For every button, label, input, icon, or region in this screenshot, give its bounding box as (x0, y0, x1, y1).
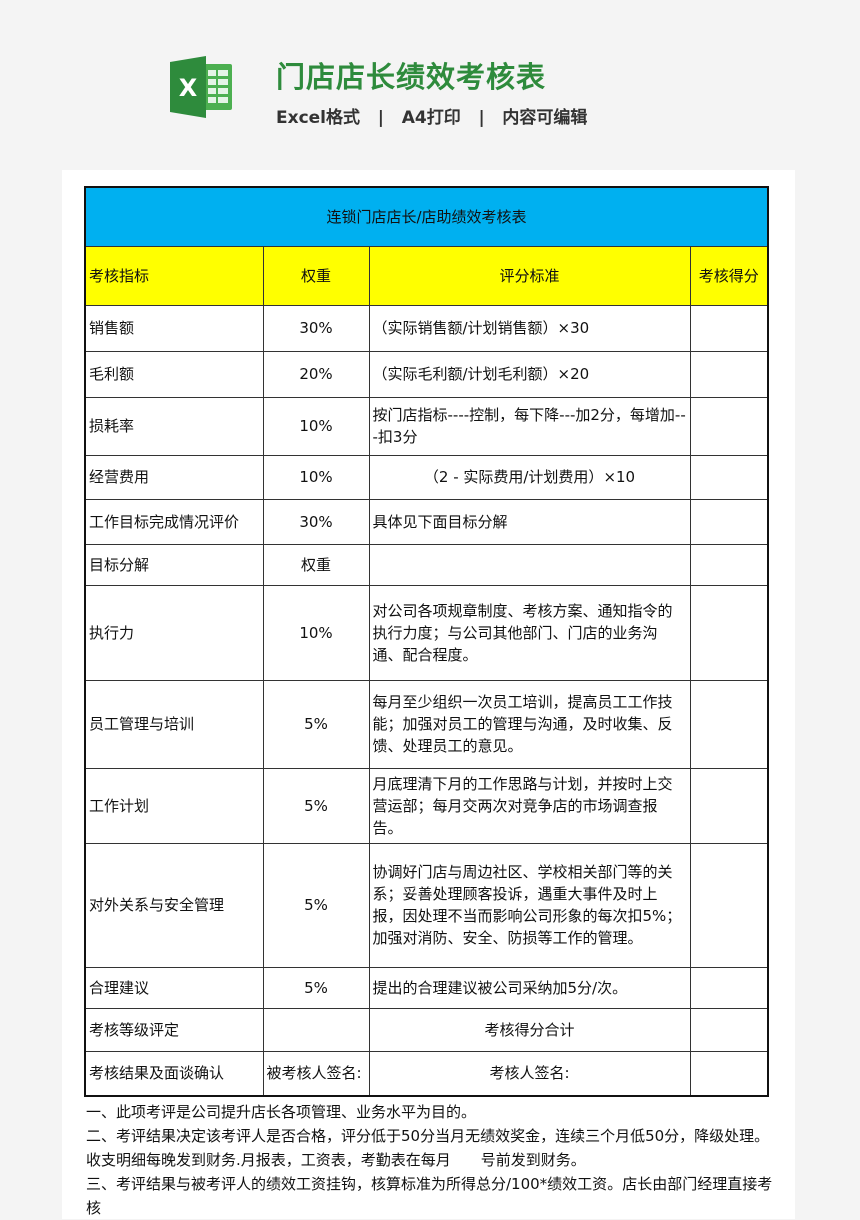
total-value[interactable] (689, 1007, 769, 1052)
notes: 一、此项考评是公司提升店长各项管理、业务水平为目的。 二、考评结果决定该考评人是… (86, 1100, 776, 1220)
excel-icon: X (170, 56, 232, 118)
table-row: 工作目标完成情况评价 30% 具体见下面目标分解 (84, 498, 769, 545)
criteria-cell: （实际销售额/计划销售额）×30 (368, 304, 691, 352)
weight-cell: 5% (262, 842, 370, 968)
score-cell[interactable] (689, 454, 769, 500)
criteria-cell: 每月至少组织一次员工培训，提高员工工作技能；加强对员工的管理与沟通，及时收集、反… (368, 679, 691, 769)
column-header: 权重 (262, 245, 370, 306)
metric-cell: 工作目标完成情况评价 (84, 498, 264, 545)
score-cell[interactable] (689, 350, 769, 398)
signature-extra[interactable] (689, 1050, 769, 1097)
score-cell[interactable] (689, 396, 769, 456)
table-row: 考核等级评定 考核得分合计 (84, 1007, 769, 1052)
criteria-cell: 协调好门店与周边社区、学校相关部门等的关系；妥善处理顾客投诉，遇重大事件及时上报… (368, 842, 691, 968)
weight-cell: 10% (262, 454, 370, 500)
table-title: 连锁门店店长/店助绩效考核表 (84, 186, 769, 247)
assessment-table: 连锁门店店长/店助绩效考核表 考核指标 权重 评分标准 考核得分 销售额 30% （… (84, 186, 769, 1097)
score-cell[interactable] (689, 842, 769, 968)
metric-cell: 执行力 (84, 584, 264, 681)
grade-label: 考核等级评定 (84, 1007, 264, 1052)
page-title: 门店店长绩效考核表 (276, 60, 547, 94)
table-row: 考核结果及面谈确认 被考核人签名: 考核人签名: (84, 1050, 769, 1097)
table-row: 合理建议 5% 提出的合理建议被公司采纳加5分/次。 (84, 966, 769, 1009)
score-cell[interactable] (689, 498, 769, 545)
confirm-label: 考核结果及面谈确认 (84, 1050, 264, 1097)
score-cell[interactable] (689, 584, 769, 681)
weight-cell: 5% (262, 767, 370, 844)
table-row: 损耗率 10% 按门店指标----控制，每下降---加2分，每增加---扣3分 (84, 396, 769, 456)
note-item: 二、考评结果决定该考评人是否合格，评分低于50分当月无绩效奖金，连续三个月低50… (86, 1127, 770, 1169)
score-cell[interactable] (689, 767, 769, 844)
column-header: 考核得分 (689, 245, 769, 306)
weight-cell: 10% (262, 396, 370, 456)
criteria-cell: 月底理清下月的工作思路与计划，并按时上交营运部；每月交两次对竞争店的市场调查报告… (368, 767, 691, 844)
total-label: 考核得分合计 (368, 1007, 691, 1052)
criteria-cell: 具体见下面目标分解 (368, 498, 691, 545)
weight-cell: 30% (262, 304, 370, 352)
weight-cell: 10% (262, 584, 370, 681)
criteria-cell: 按门店指标----控制，每下降---加2分，每增加---扣3分 (368, 396, 691, 456)
weight-cell: 20% (262, 350, 370, 398)
page-subtitle: Excel格式 | A4打印 | 内容可编辑 (276, 108, 588, 128)
score-cell[interactable] (689, 679, 769, 769)
table-row: 经营费用 10% （2 - 实际费用/计划费用）×10 (84, 454, 769, 500)
table-row: 目标分解 权重 (84, 543, 769, 586)
table-row: 执行力 10% 对公司各项规章制度、考核方案、通知指令的执行力度；与公司其他部门、门… (84, 584, 769, 681)
metric-cell: 销售额 (84, 304, 264, 352)
criteria-cell: （实际毛利额/计划毛利额）×20 (368, 350, 691, 398)
weight-cell: 30% (262, 498, 370, 545)
weight-cell: 权重 (262, 543, 370, 586)
weight-cell: 5% (262, 679, 370, 769)
metric-cell: 损耗率 (84, 396, 264, 456)
assessee-signature[interactable]: 被考核人签名: (262, 1050, 370, 1097)
criteria-cell: （2 - 实际费用/计划费用）×10 (368, 454, 691, 500)
metric-cell: 工作计划 (84, 767, 264, 844)
metric-cell: 对外关系与安全管理 (84, 842, 264, 968)
criteria-cell (368, 543, 691, 586)
note-item: 三、考评结果与被考评人的绩效工资挂钩，核算标准为所得总分/100*绩效工资。店长… (86, 1175, 773, 1217)
metric-cell: 经营费用 (84, 454, 264, 500)
table-row: 对外关系与安全管理 5% 协调好门店与周边社区、学校相关部门等的关系；妥善处理顾客投… (84, 842, 769, 968)
note-item: 一、此项考评是公司提升店长各项管理、业务水平为目的。 (86, 1103, 477, 1121)
table-row: 工作计划 5% 月底理清下月的工作思路与计划，并按时上交营运部；每月交两次对竞争店的… (84, 767, 769, 844)
metric-cell: 目标分解 (84, 543, 264, 586)
table-row: 毛利额 20% （实际毛利额/计划毛利额）×20 (84, 350, 769, 398)
score-cell[interactable] (689, 543, 769, 586)
metric-cell: 员工管理与培训 (84, 679, 264, 769)
column-header: 评分标准 (368, 245, 691, 306)
svg-text:X: X (179, 74, 198, 102)
table-row: 员工管理与培训 5% 每月至少组织一次员工培训，提高员工工作技能；加强对员工的管理与… (84, 679, 769, 769)
criteria-cell: 提出的合理建议被公司采纳加5分/次。 (368, 966, 691, 1009)
column-header: 考核指标 (84, 245, 264, 306)
criteria-cell: 对公司各项规章制度、考核方案、通知指令的执行力度；与公司其他部门、门店的业务沟通… (368, 584, 691, 681)
weight-cell: 5% (262, 966, 370, 1009)
metric-cell: 合理建议 (84, 966, 264, 1009)
score-cell[interactable] (689, 966, 769, 1009)
score-cell[interactable] (689, 304, 769, 352)
metric-cell: 毛利额 (84, 350, 264, 398)
table-row: 销售额 30% （实际销售额/计划销售额）×30 (84, 304, 769, 352)
assessor-signature[interactable]: 考核人签名: (368, 1050, 691, 1097)
grade-value[interactable] (262, 1007, 370, 1052)
